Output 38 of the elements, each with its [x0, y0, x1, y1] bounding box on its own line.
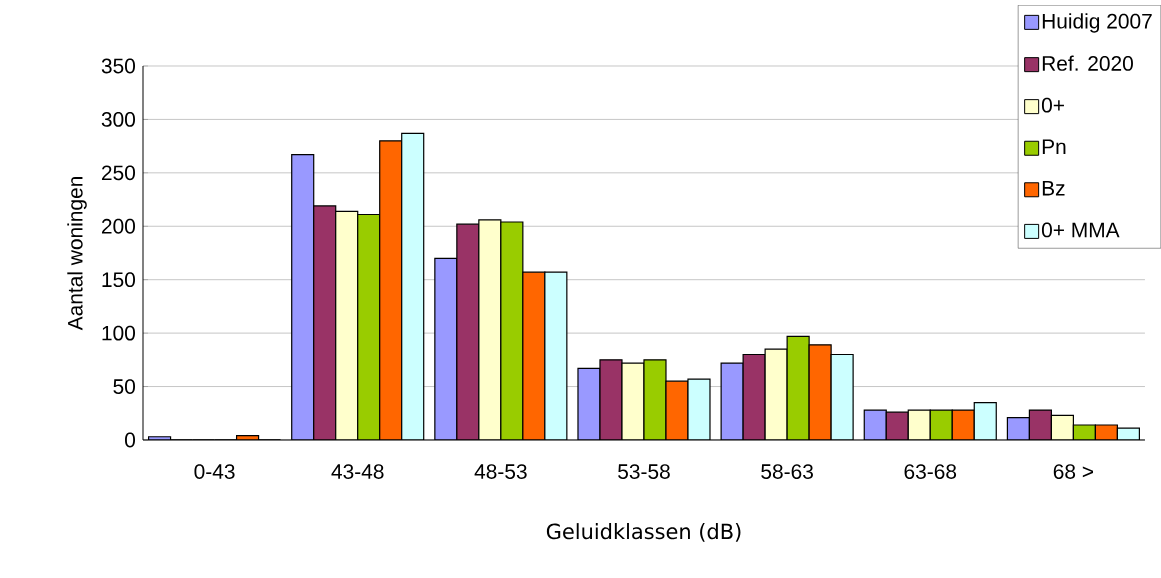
bar: [379, 140, 402, 440]
bar: [599, 359, 622, 440]
legend-label: Huidig 2007: [1042, 13, 1152, 33]
bar: [357, 214, 380, 440]
bar: [643, 359, 666, 440]
bar: [500, 222, 523, 440]
bar: [522, 272, 545, 440]
x-tick-label: 48-53: [474, 464, 527, 479]
legend-label: 0+: [1041, 97, 1064, 113]
y-tick-label: 350: [101, 58, 135, 74]
bar: [335, 211, 358, 440]
x-tick-label: 43-48: [331, 464, 384, 479]
legend-label: Bz: [1042, 181, 1065, 196]
y-tick-label: 250: [101, 165, 135, 181]
x-tick-label: 58-63: [761, 464, 813, 479]
legend-label: Ref. 2020: [1042, 55, 1133, 71]
y-tick-label: 0: [125, 432, 136, 448]
y-tick-label: 150: [102, 272, 135, 288]
x-tick-label: 68 >: [1053, 464, 1094, 479]
bar: [478, 219, 501, 440]
y-axis-title: Aantal woningen: [67, 177, 87, 331]
x-axis-title: Geluidklassen (dB): [546, 523, 741, 542]
bar: [434, 258, 457, 440]
x-tick-label: 53-58: [618, 464, 670, 479]
legend-label: 0+ MMA: [1041, 222, 1120, 238]
bar: [974, 402, 997, 440]
bar: [401, 133, 424, 440]
y-tick-label: 200: [101, 218, 135, 234]
y-tick-label: 100: [102, 325, 135, 341]
y-tick-label: 300: [101, 112, 135, 127]
x-tick-label: 0-43: [194, 464, 235, 479]
bar: [291, 154, 314, 440]
x-tick-label: 63-68: [904, 464, 957, 479]
bar: [544, 272, 567, 440]
legend-label: Pn: [1042, 139, 1066, 154]
y-tick-label: 50: [113, 379, 136, 394]
bar: [313, 205, 336, 440]
bar: [456, 224, 479, 440]
